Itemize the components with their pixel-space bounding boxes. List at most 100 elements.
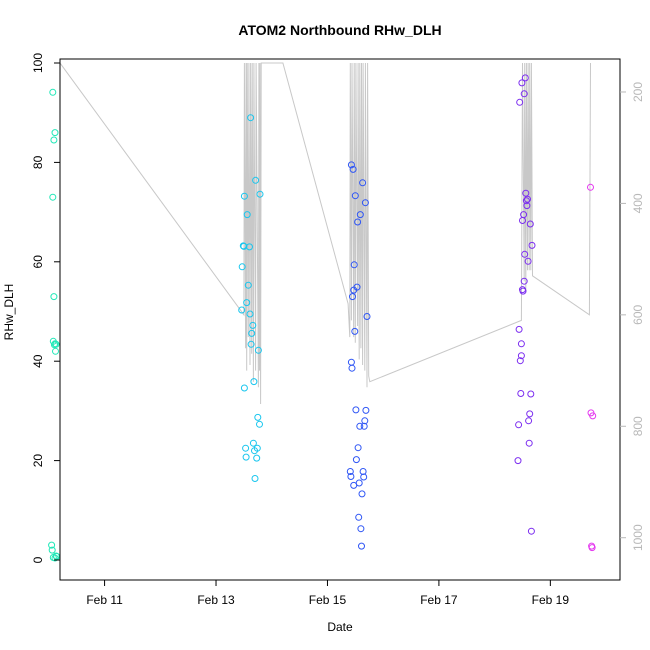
data-point <box>51 129 59 137</box>
data-point <box>524 257 532 265</box>
pressure-trace-layer <box>60 62 591 438</box>
data-point <box>52 340 60 348</box>
data-point <box>349 165 357 173</box>
y2-tick-label: 400 <box>631 193 645 213</box>
data-point <box>527 527 535 535</box>
data-point <box>240 192 248 200</box>
data-point <box>524 195 531 203</box>
data-point <box>354 444 362 452</box>
data-point <box>518 79 526 87</box>
data-point <box>246 310 254 318</box>
y2-tick-label: 1000 <box>631 524 645 551</box>
data-point <box>358 490 366 498</box>
data-point <box>361 417 369 425</box>
data-point <box>517 352 525 360</box>
data-point <box>347 473 355 480</box>
data-point <box>352 456 360 464</box>
pressure-trace-line <box>60 62 591 438</box>
data-point <box>588 544 596 552</box>
data-point <box>48 546 56 554</box>
data-point <box>49 193 57 201</box>
y-tick-label: 100 <box>31 53 45 73</box>
data-point <box>357 525 365 533</box>
data-point <box>587 183 594 191</box>
chart-title: ATOM2 Northbound RHw_DLH <box>238 22 441 38</box>
data-point <box>249 321 257 329</box>
data-point <box>516 357 524 365</box>
y-tick-label: 0 <box>31 556 45 563</box>
data-point <box>359 179 367 187</box>
data-point <box>527 390 535 398</box>
data-point <box>525 439 533 447</box>
data-point <box>519 287 527 295</box>
data-point <box>346 468 354 475</box>
data-point <box>521 250 529 258</box>
data-point <box>351 327 359 335</box>
data-point <box>50 136 58 144</box>
data-point <box>526 410 534 418</box>
data-point <box>352 406 360 414</box>
data-points-layer <box>48 74 597 562</box>
data-point <box>254 413 262 421</box>
data-point <box>353 283 361 291</box>
data-point <box>256 190 264 198</box>
data-point <box>238 306 246 314</box>
data-point <box>525 417 533 425</box>
data-point <box>349 293 356 301</box>
data-point <box>252 176 260 184</box>
data-point <box>362 406 370 414</box>
data-point <box>242 444 250 452</box>
data-point <box>520 211 528 219</box>
data-point <box>515 325 523 333</box>
y-axis-label: RHw_DLH <box>2 284 16 341</box>
data-point <box>361 199 369 207</box>
data-point <box>247 340 255 348</box>
data-point <box>250 378 258 386</box>
data-point <box>253 454 261 462</box>
x-tick-label: Feb 11 <box>86 593 123 607</box>
data-point <box>514 457 522 465</box>
data-point <box>244 281 252 289</box>
data-point <box>256 420 263 428</box>
x-tick-label: Feb 15 <box>309 593 347 607</box>
data-point <box>356 422 364 430</box>
y-tick-label: 80 <box>31 155 45 169</box>
data-point <box>354 218 362 226</box>
data-point <box>363 313 371 320</box>
data-point <box>522 197 530 205</box>
data-point <box>249 439 257 447</box>
data-point <box>48 541 56 549</box>
data-point <box>528 241 536 249</box>
data-point <box>351 192 359 200</box>
data-point <box>517 390 525 397</box>
data-point <box>251 475 259 482</box>
data-point <box>520 277 528 285</box>
data-point <box>356 211 364 219</box>
data-point <box>238 263 246 271</box>
y2-tick-label: 800 <box>631 416 645 436</box>
data-point <box>516 98 524 106</box>
data-point <box>247 114 255 122</box>
data-point <box>49 88 57 96</box>
x-axis-label: Date <box>327 620 353 634</box>
y2-tick-label: 200 <box>631 82 645 102</box>
data-point <box>52 347 59 355</box>
axes-layer: Feb 11 Feb 13 Feb 15 Feb 17 Feb 19 0 20 40 60 80 1… <box>31 53 645 607</box>
data-point <box>347 161 355 169</box>
data-point <box>243 211 251 219</box>
y2-tick-label: 600 <box>631 305 645 325</box>
data-point <box>360 473 368 481</box>
data-point <box>243 299 251 307</box>
data-point <box>50 293 58 301</box>
data-point <box>515 421 523 429</box>
x-tick-label: Feb 19 <box>532 593 570 607</box>
data-point <box>526 220 534 228</box>
data-point <box>242 453 250 461</box>
data-point <box>589 412 597 420</box>
x-tick-label: Feb 13 <box>197 593 235 607</box>
y-tick-label: 20 <box>31 454 45 468</box>
data-point <box>520 90 528 98</box>
data-point <box>517 340 525 348</box>
